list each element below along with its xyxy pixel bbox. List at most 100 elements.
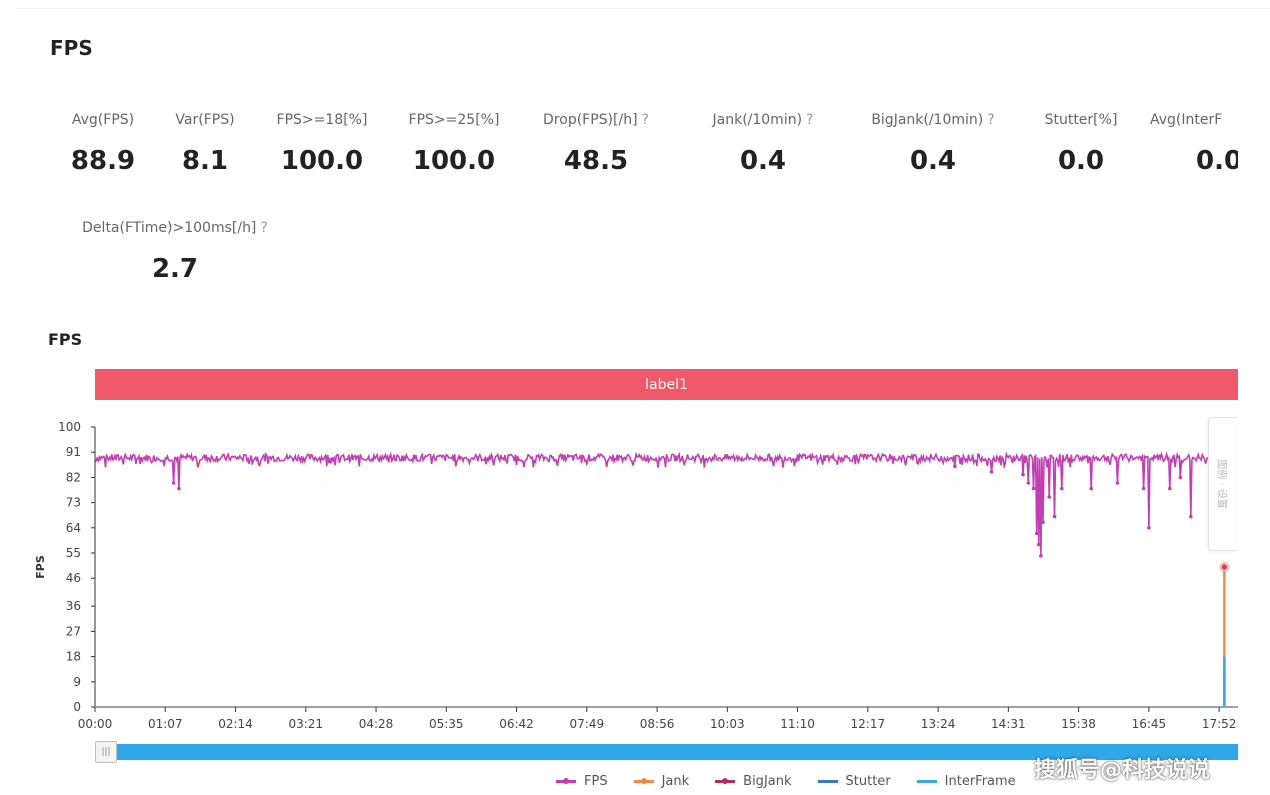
x-tick-label: 14:31	[991, 717, 1026, 731]
y-tick-label: 73	[66, 496, 81, 510]
legend-label: InterFrame	[944, 773, 1016, 789]
metric-value: 48.5	[563, 146, 629, 176]
metric-bigjank: BigJank(/10min)? 0.4	[848, 112, 1018, 176]
chart-title: FPS	[48, 330, 83, 349]
fps-dip-point	[1060, 486, 1064, 491]
legend-item-jank[interactable]: Jank	[633, 773, 690, 789]
x-tick-label: 00:00	[78, 717, 113, 731]
fps-dip-point	[1041, 520, 1045, 524]
fps-dip-point	[1036, 542, 1041, 547]
x-tick-label: 07:49	[570, 717, 605, 731]
metric-value: 100.0	[412, 146, 496, 176]
chart-legend: FPS Jank BigJank Stutter InterFrame	[556, 772, 1042, 790]
metric-value: 100.0	[280, 146, 364, 176]
fps-dip-point	[1021, 472, 1025, 477]
y-tick-label: 36	[66, 599, 81, 613]
y-tick-label: 18	[66, 650, 81, 664]
metric-value: 0.4	[739, 146, 787, 176]
y-tick-label: 55	[66, 546, 81, 560]
zoom-slider-track[interactable]	[95, 744, 1238, 760]
jank-marker	[1221, 564, 1227, 570]
metric-avg-fps: Avg(FPS) 88.9	[48, 112, 158, 176]
side-panel-tab-label: 图例 · 设置	[1215, 459, 1227, 509]
x-tick-label: 17:52	[1202, 717, 1237, 731]
fps-dip-point	[1039, 554, 1043, 558]
x-tick-label: 01:07	[148, 717, 183, 731]
legend-label: Jank	[661, 773, 690, 789]
legend-label: BigJank	[743, 773, 792, 789]
fps-dip-point	[1052, 514, 1057, 519]
fps-dip-point	[1089, 486, 1093, 491]
side-panel-tab[interactable]: 图例 · 设置	[1208, 417, 1237, 551]
legend-swatch	[817, 779, 838, 783]
fps-dip-point	[1031, 486, 1036, 491]
metrics-panel: Avg(FPS) 88.9 Var(FPS) 8.1 FPS>=18[%] 10…	[0, 112, 1238, 312]
metric-label: FPS>=25[%]	[408, 112, 500, 128]
legend-swatch	[916, 779, 937, 783]
metric-value: 0.4	[909, 146, 957, 176]
y-tick-label: 82	[66, 470, 81, 484]
x-tick-label: 06:42	[499, 717, 534, 731]
legend-item-interframe[interactable]: InterFrame	[916, 773, 1016, 789]
page-title: FPS	[50, 36, 93, 60]
help-icon[interactable]: ?	[260, 220, 268, 236]
fps-series-line	[94, 451, 1233, 556]
help-icon[interactable]: ?	[806, 112, 814, 128]
legend-label: Stutter	[845, 773, 891, 789]
metric-label: Avg(InterF	[1150, 112, 1223, 128]
metric-label: BigJank(/10min)	[871, 112, 984, 128]
x-tick-label: 16:45	[1132, 717, 1167, 731]
y-tick-label: 100	[58, 420, 81, 434]
y-tick-label: 46	[66, 571, 81, 585]
fps-dip-point	[1047, 495, 1052, 499]
legend-swatch	[715, 777, 736, 784]
legend-item-stutter[interactable]: Stutter	[817, 773, 891, 789]
fps-card	[16, 8, 1270, 795]
x-tick-label: 13:24	[921, 717, 956, 731]
x-tick-label: 15:38	[1061, 717, 1096, 731]
fps-dip-point	[989, 470, 994, 474]
x-tick-label: 05:35	[429, 717, 464, 731]
metric-label: Delta(FTime)>100ms[/h]	[82, 220, 257, 236]
metric-var-fps: Var(FPS) 8.1	[155, 112, 255, 176]
y-tick-label: 91	[66, 445, 81, 459]
metric-label: Jank(/10min)	[712, 112, 803, 128]
metric-drop-fps: Drop(FPS)[/h]? 48.5	[526, 112, 666, 176]
fps-dip-point	[1147, 526, 1151, 530]
metric-label: Avg(FPS)	[71, 112, 135, 128]
x-tick-label: 11:10	[780, 717, 815, 731]
y-tick-label: 64	[66, 521, 81, 535]
metric-delta-ftime: Delta(FTime)>100ms[/h]? 2.7	[60, 220, 290, 284]
fps-dip-point	[953, 464, 957, 468]
fps-dip-point	[1178, 475, 1183, 480]
help-icon[interactable]: ?	[641, 112, 649, 128]
fps-dip-point	[171, 481, 176, 485]
fps-dip-point	[1115, 481, 1120, 485]
fps-dip-point	[177, 486, 181, 491]
metric-value: 88.9	[70, 146, 136, 176]
metric-stutter: Stutter[%] 0.0	[1031, 112, 1131, 176]
watermark: 搜狐号@科技说说	[1034, 758, 1211, 783]
x-tick-label: 10:03	[710, 717, 745, 731]
metric-avg-interframe: Avg(InterF 0.0	[1150, 112, 1238, 176]
legend-item-bigjank[interactable]: BigJank	[715, 773, 792, 789]
metric-value: 0.0	[1057, 146, 1105, 176]
metric-fps-ge-25: FPS>=25[%] 100.0	[389, 112, 519, 176]
help-icon[interactable]: ?	[987, 112, 995, 128]
metric-jank: Jank(/10min)? 0.4	[688, 112, 838, 176]
fps-line-chart[interactable]: 0 9 18 27 36 46 55 64 73 82 91 100 FPS 00:00 01:07 02:1…	[0, 410, 1240, 735]
zoom-slider-handle[interactable]: |||	[95, 741, 117, 763]
x-tick-label: 02:14	[218, 717, 253, 731]
x-tick-label: 03:21	[288, 717, 323, 731]
x-tick-label: 04:28	[359, 717, 394, 731]
metric-label: FPS>=18[%]	[276, 112, 368, 128]
metric-label: Stutter[%]	[1044, 112, 1118, 128]
label-bar[interactable]: label1	[95, 369, 1238, 400]
y-tick-label: 0	[73, 700, 81, 714]
metric-label: Var(FPS)	[175, 112, 235, 128]
fps-dip-point	[1141, 486, 1146, 491]
slider-grip-icon: |||	[101, 747, 111, 757]
metric-value: 8.1	[181, 146, 229, 176]
fps-dip-point	[1168, 486, 1172, 491]
legend-item-fps[interactable]: FPS	[556, 774, 608, 789]
